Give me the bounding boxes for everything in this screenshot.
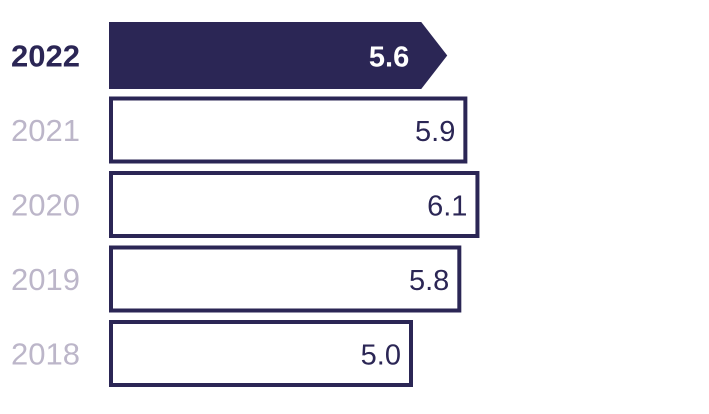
value-label-2018: 5.0: [361, 340, 401, 372]
value-label-2021: 5.9: [415, 116, 455, 148]
year-label-2022: 2022: [11, 39, 80, 74]
value-label-2020: 6.1: [427, 191, 467, 223]
year-label-2021: 2021: [11, 113, 80, 148]
year-label-2019: 2019: [11, 262, 80, 297]
value-label-2022: 5.6: [369, 42, 409, 74]
bar-2022: [109, 22, 448, 89]
bar-2021: [109, 96, 468, 164]
year-label-2020: 2020: [11, 188, 80, 223]
value-label-2019: 5.8: [409, 265, 449, 297]
bar-2018: [109, 320, 413, 387]
bar-2020: [109, 171, 480, 238]
year-label-2018: 2018: [11, 337, 80, 372]
bar-2019: [109, 245, 462, 313]
